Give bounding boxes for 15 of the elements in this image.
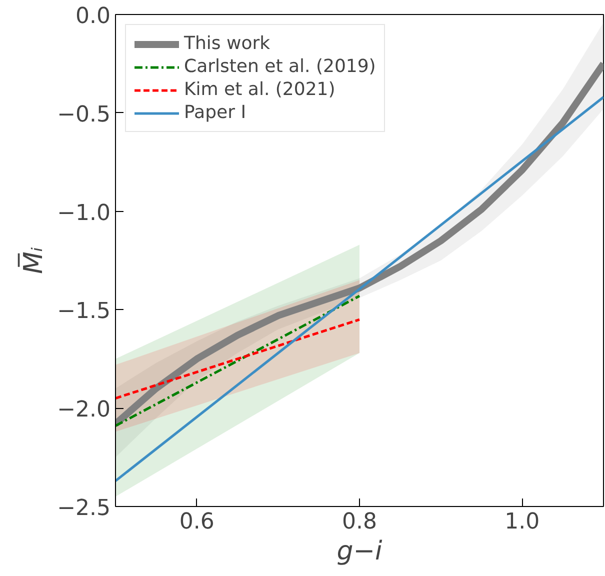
legend-label: Paper I — [184, 102, 246, 123]
x-tick-label: 0.6 — [179, 510, 214, 534]
x-tick-label: 0.8 — [342, 510, 378, 534]
legend-label: This work — [184, 33, 270, 54]
legend-label: Carlsten et al. (2019) — [184, 56, 376, 77]
x-axis-title: g−i — [336, 536, 384, 566]
y-tick-label: −2.0 — [57, 398, 110, 423]
y-tick-label: −0.5 — [57, 102, 110, 128]
y-tick-label: −1.0 — [57, 200, 110, 226]
x-tick-label: 1.0 — [504, 510, 540, 534]
y-axis-title: M̅ᵢ — [17, 246, 50, 274]
y-tick-label: −2.5 — [57, 496, 110, 521]
y-tick-label: 0.0 — [76, 4, 111, 29]
y-tick-label: −1.5 — [57, 299, 110, 324]
legend-label: Kim et al. (2021) — [184, 79, 336, 100]
